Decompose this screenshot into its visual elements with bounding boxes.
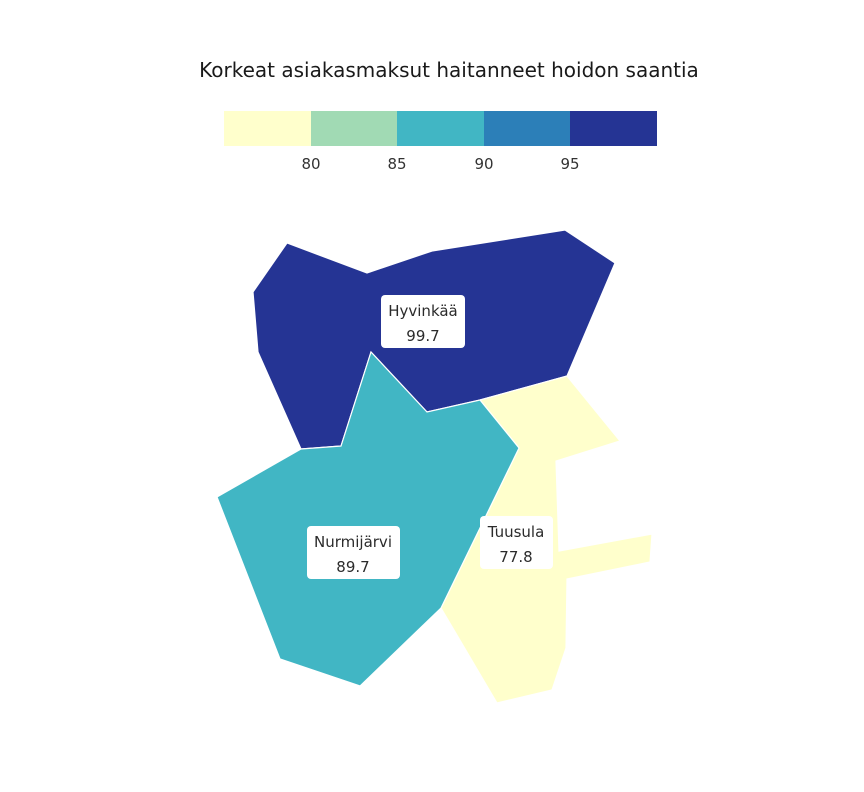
legend-tick-label: 95	[560, 155, 579, 173]
region-label-nurmijarvi: Nurmijärvi 89.7	[307, 526, 400, 579]
region-value: 77.8	[499, 548, 532, 566]
region-nurmijarvi[interactable]	[216, 350, 520, 687]
legend-tick-label: 90	[474, 155, 493, 173]
region-value: 89.7	[336, 558, 369, 576]
legend-swatch-1	[224, 111, 311, 146]
region-name: Hyvinkää	[388, 302, 458, 320]
legend-tick-label: 85	[387, 155, 406, 173]
region-label-tuusula: Tuusula 77.8	[480, 516, 553, 569]
map-title: Korkeat asiakasmaksut haitanneet hoidon …	[199, 58, 699, 82]
region-name: Tuusula	[487, 523, 545, 541]
legend-swatch-3	[397, 111, 484, 146]
region-label-hyvinkaa: Hyvinkää 99.7	[381, 295, 465, 348]
legend-swatch-4	[484, 111, 571, 146]
legend-swatch-5	[570, 111, 657, 146]
legend-swatch-2	[311, 111, 398, 146]
region-value: 99.7	[406, 327, 439, 345]
region-name: Nurmijärvi	[314, 533, 392, 551]
legend-tick-label: 80	[301, 155, 320, 173]
color-legend: 80 85 90 95	[224, 111, 657, 173]
